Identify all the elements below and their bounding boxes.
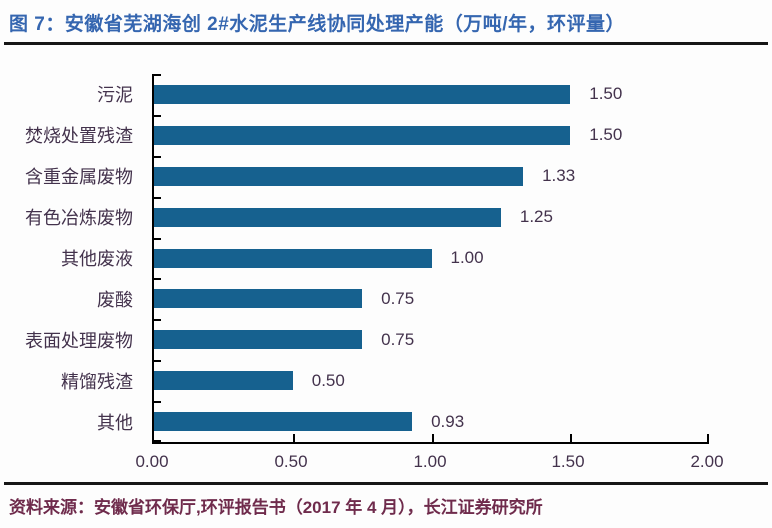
figure-title: 图 7：安徽省芜湖海创 2#水泥生产线协同处理产能（万吨/年，环评量）: [9, 14, 626, 35]
y-axis-tick: [154, 360, 161, 362]
value-label: 1.50: [589, 84, 623, 104]
x-axis-tick: [707, 434, 709, 442]
x-axis-tick: [570, 434, 572, 442]
bottom-divider: [4, 482, 768, 485]
bar-row: 0.50: [154, 360, 709, 401]
bar-row: 0.75: [154, 319, 709, 360]
category-label: 污泥: [97, 85, 133, 106]
y-axis-tick: [154, 238, 161, 240]
category-label: 废酸: [97, 289, 133, 310]
value-label: 1.33: [542, 166, 576, 186]
value-label: 0.75: [381, 329, 415, 349]
category-label: 焚烧处置残渣: [25, 126, 133, 147]
x-axis-tick-label: 2.00: [690, 452, 724, 471]
bar: [154, 125, 571, 145]
value-label: 0.50: [311, 370, 345, 390]
y-axis-tick: [154, 401, 161, 403]
bar: [154, 166, 524, 186]
x-axis-tick-label: 1.00: [413, 452, 447, 471]
y-axis-tick: [154, 440, 161, 442]
bar-chart: 污泥焚烧处置残渣 含重金属废物 有色冶炼废物其他废液废酸表面处理废物精馏残渣其他 1…: [0, 74, 772, 474]
category-label: 其他: [97, 412, 133, 433]
bar-row: 1.33: [154, 156, 709, 197]
category-label: 表面处理废物: [25, 330, 133, 351]
y-axis-tick: [154, 278, 161, 280]
bar-rows: 1.50 1.50 1.33 1.25 1.00 0.75 0.75 0.50 0.93: [154, 74, 709, 442]
category-label: 含重金属废物: [25, 167, 133, 188]
bar: [154, 289, 363, 309]
bar: [154, 207, 501, 227]
value-label: 1.00: [450, 248, 484, 267]
bar-row: 1.00: [154, 238, 709, 279]
value-label: 1.50: [589, 125, 623, 145]
title-divider: [4, 42, 768, 45]
bar-row: 0.75: [154, 278, 709, 319]
y-axis-tick: [154, 197, 161, 199]
value-label: 1.25: [519, 207, 553, 227]
source-note: 资料来源：安徽省环保厅,环评报告书（2017 年 4 月），长江证券研究所: [9, 498, 543, 517]
category-label: 精馏残渣: [61, 371, 133, 392]
x-axis-tick: [293, 434, 295, 442]
bar: [154, 248, 432, 268]
bar-row: 0.93: [154, 401, 709, 442]
category-label: 有色冶炼废物: [25, 208, 133, 229]
x-axis-tick-label: 1.50: [551, 452, 585, 471]
category-axis-labels: 污泥焚烧处置残渣 含重金属废物 有色冶炼废物其他废液废酸表面处理废物精馏残渣其他: [0, 74, 142, 442]
category-label: 其他废液: [61, 249, 133, 269]
bar: [154, 330, 363, 350]
bar: [154, 371, 293, 391]
y-axis-tick: [154, 156, 161, 158]
plot-area: 1.50 1.50 1.33 1.25 1.00 0.75 0.75 0.50 0.93: [152, 74, 709, 444]
bar: [154, 84, 571, 104]
x-axis-tick-label: 0.00: [135, 452, 169, 471]
value-label: 0.75: [381, 288, 415, 308]
x-axis-tick-label: 0.50: [274, 452, 308, 471]
bar-row: 1.50: [154, 115, 709, 156]
value-label: 0.93: [431, 411, 465, 431]
bar-row: 1.25: [154, 197, 709, 238]
bar-row: 1.50: [154, 74, 709, 115]
y-axis-tick: [154, 74, 161, 76]
x-axis-tick: [432, 434, 434, 442]
y-axis-tick: [154, 115, 161, 117]
bar: [154, 412, 413, 432]
x-axis-labels: 0.00 0.50 1.00 1.50 2.00: [135, 452, 723, 474]
y-axis-tick: [154, 319, 161, 321]
